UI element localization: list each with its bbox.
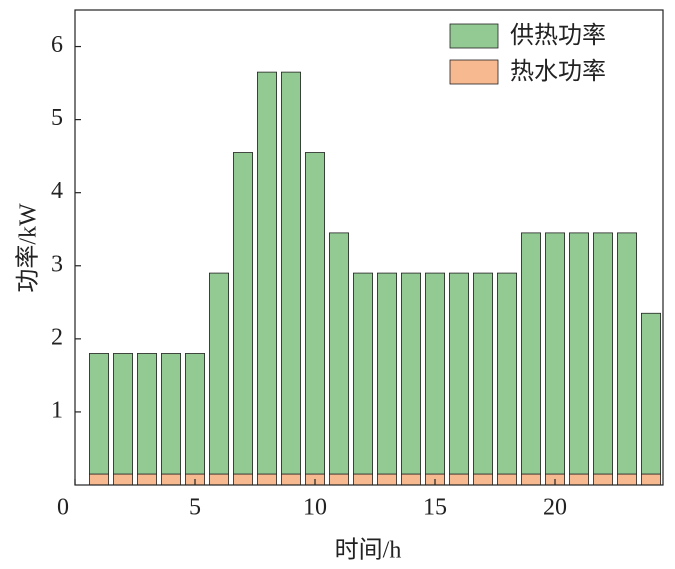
x-tick-label: 5: [189, 495, 201, 521]
bar-segment: [328, 232, 349, 475]
legend-label: 热水功率: [510, 57, 606, 85]
bar-segment: [472, 473, 493, 486]
bar-segment: [496, 272, 517, 475]
bar-segment: [160, 473, 181, 486]
x-tick-label: 15: [423, 495, 447, 521]
bar-segment: [496, 473, 517, 486]
y-tick-label: 6: [51, 32, 63, 58]
bar-segment: [400, 473, 421, 486]
bar-segment: [593, 232, 614, 475]
y-axis-label: 功率/kW: [15, 203, 42, 293]
bar-segment: [376, 473, 397, 486]
plot-frame: [74, 9, 664, 486]
bar-segment: [448, 473, 469, 486]
bar-segment: [304, 152, 325, 475]
bar-segment: [232, 473, 253, 486]
legend-label: 供热功率: [510, 21, 606, 49]
bar-segment: [617, 232, 638, 475]
bar-segment: [89, 353, 110, 475]
bar-segment: [89, 473, 110, 486]
bar-segment: [424, 272, 445, 475]
bar-segment: [521, 473, 542, 486]
bar-segment: [617, 473, 638, 486]
bar-segment: [352, 473, 373, 486]
bar-segment: [400, 272, 421, 475]
bar-segment: [256, 71, 277, 475]
bar-segment: [376, 272, 397, 475]
legend-swatch: [449, 59, 499, 85]
legend-swatch: [449, 23, 499, 49]
y-tick-label: 5: [51, 105, 63, 131]
x-axis-label: 时间/h: [335, 537, 402, 564]
bar-segment: [208, 272, 229, 475]
bar-segment: [569, 232, 590, 475]
bar-segment: [352, 272, 373, 475]
y-tick-label: 1: [51, 397, 63, 423]
bar-segment: [113, 353, 134, 475]
bar-segment: [593, 473, 614, 486]
y-tick-label: 2: [51, 324, 63, 350]
bar-segment: [280, 71, 301, 475]
bar-segment: [521, 232, 542, 475]
bar-segment: [208, 473, 229, 486]
bar-segment: [641, 312, 662, 475]
x-tick-label: 0: [57, 495, 69, 521]
bar-segment: [136, 353, 157, 475]
bar-segment: [113, 473, 134, 486]
x-tick-label: 20: [543, 495, 567, 521]
bar-segment: [472, 272, 493, 475]
y-tick-label: 3: [51, 251, 63, 277]
bar-segment: [256, 473, 277, 486]
bar-segment: [232, 152, 253, 475]
bar-segment: [448, 272, 469, 475]
bar-segment: [641, 473, 662, 486]
bar-segment: [184, 353, 205, 475]
bar-segment: [280, 473, 301, 486]
bar-segment: [569, 473, 590, 486]
bar-segment: [328, 473, 349, 486]
y-tick-label: 4: [51, 178, 63, 204]
bar-segment: [545, 232, 566, 475]
x-tick-label: 10: [303, 495, 327, 521]
bar-segment: [160, 353, 181, 475]
bar-segment: [136, 473, 157, 486]
